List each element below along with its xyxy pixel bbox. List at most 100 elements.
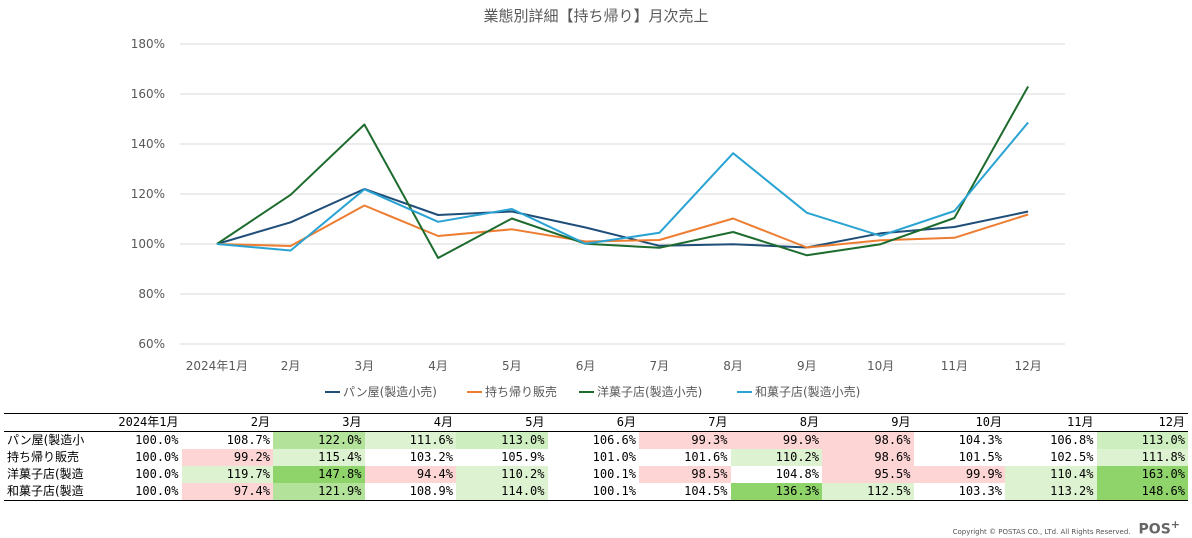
table-cell: 148.6% xyxy=(1096,483,1188,501)
copyright-text: Copyright © POSTAS CO., LTd. All Rights … xyxy=(952,527,1131,536)
table-row: 和菓子店(製造 100.0% 97.4% 121.9% 108.9% 114.0% 100.… xyxy=(4,483,1188,501)
y-tick-label: 100% xyxy=(131,237,165,251)
table-cell: 115.4% xyxy=(273,449,365,466)
table-cell: 110.2% xyxy=(456,466,548,483)
x-tick-label: 8月 xyxy=(723,359,743,373)
table-cell: 104.5% xyxy=(639,483,731,501)
table-cell: 110.2% xyxy=(730,449,822,466)
table-row: パン屋(製造小 100.0% 108.7% 122.0% 111.6% 113.0% 106… xyxy=(4,431,1188,449)
table-row-label: 持ち帰り販売 xyxy=(7,450,80,464)
table-cell: 100.0% xyxy=(90,466,182,483)
table-corner xyxy=(4,414,90,432)
table-column-header: 9月 xyxy=(891,415,911,429)
x-tick-label: 6月 xyxy=(576,359,596,373)
legend-label-4: 和菓子店(製造小売) xyxy=(755,384,860,399)
x-tick-label: 12月 xyxy=(1014,359,1041,373)
table-cell: 98.5% xyxy=(639,466,731,483)
table-cell: 102.5% xyxy=(1005,449,1097,466)
table-row-label: パン屋(製造小 xyxy=(7,433,85,447)
table-cell: 111.8% xyxy=(1096,449,1188,466)
table-cell: 103.2% xyxy=(364,449,456,466)
table-cell: 98.6% xyxy=(822,431,914,449)
table-cell: 147.8% xyxy=(273,466,365,483)
legend-label-3: 洋菓子店(製造小売) xyxy=(597,384,702,399)
legend-label-2: 持ち帰り販売 xyxy=(485,384,557,399)
y-tick-label: 80% xyxy=(138,287,165,301)
legend-label-1: パン屋(製造小売) xyxy=(343,384,437,399)
y-tick-label: 180% xyxy=(131,37,165,51)
table-column-header: 2024年1月 xyxy=(118,415,179,429)
y-tick-label: 140% xyxy=(131,137,165,151)
table-column-header: 12月 xyxy=(1158,415,1185,429)
table-header-row: 2024年1月 2月 3月 4月 5月 6月 7月 8月 9月 10月 11月 12月 xyxy=(4,413,1188,432)
table-cell: 99.9% xyxy=(913,466,1005,483)
table-column-header: 11月 xyxy=(1067,415,1094,429)
footer: Copyright © POSTAS CO., LTd. All Rights … xyxy=(953,518,1180,538)
x-tick-label: 10月 xyxy=(867,359,894,373)
table-column-header: 8月 xyxy=(799,415,819,429)
table-column-header: 7月 xyxy=(708,415,728,429)
x-tick-label: 2月 xyxy=(281,359,301,373)
table-row-label: 洋菓子店(製造 xyxy=(7,467,84,481)
line-chart: 業態別詳細【持ち帰り】月次売上 60% 80% 100% 120% 140% 160% 18… xyxy=(131,7,1065,399)
table-cell: 100.1% xyxy=(547,483,639,501)
table-cell: 100.0% xyxy=(90,431,182,449)
x-tick-label: 11月 xyxy=(941,359,968,373)
table-cell: 106.6% xyxy=(547,431,639,449)
table-cell: 113.0% xyxy=(1096,431,1188,449)
table-cell: 98.6% xyxy=(822,449,914,466)
table-column-header: 4月 xyxy=(433,415,453,429)
table-cell: 101.5% xyxy=(913,449,1005,466)
table-row: 持ち帰り販売 100.0% 99.2% 115.4% 103.2% 105.9% 101.0… xyxy=(4,449,1188,466)
table-cell: 108.9% xyxy=(364,483,456,501)
table-row: 洋菓子店(製造 100.0% 119.7% 147.8% 94.4% 110.2% 100.… xyxy=(4,466,1188,483)
postas-logo: POS+ xyxy=(1138,518,1180,538)
table-column-header: 6月 xyxy=(616,415,636,429)
x-tick-label: 3月 xyxy=(355,359,375,373)
x-tick-label: 7月 xyxy=(650,359,670,373)
table-cell: 97.4% xyxy=(181,483,273,501)
table-cell: 101.0% xyxy=(547,449,639,466)
series-line-3 xyxy=(216,86,1029,259)
table-cell: 105.9% xyxy=(456,449,548,466)
table-cell: 119.7% xyxy=(181,466,273,483)
table-cell: 94.4% xyxy=(364,466,456,483)
x-tick-label: 2024年1月 xyxy=(186,359,248,373)
table-cell: 100.1% xyxy=(547,466,639,483)
series-line-4 xyxy=(216,121,1029,252)
table-cell: 95.5% xyxy=(822,466,914,483)
table-cell: 99.3% xyxy=(639,431,731,449)
table-cell: 114.0% xyxy=(456,483,548,501)
table-cell: 110.4% xyxy=(1005,466,1097,483)
table-cell: 103.3% xyxy=(913,483,1005,501)
table-column-header: 3月 xyxy=(342,415,362,429)
table-cell: 113.2% xyxy=(1005,483,1097,501)
x-tick-label: 4月 xyxy=(428,359,448,373)
x-tick-label: 5月 xyxy=(502,359,522,373)
table-cell: 101.6% xyxy=(639,449,731,466)
table-column-header: 2月 xyxy=(250,415,270,429)
table-cell: 106.8% xyxy=(1005,431,1097,449)
y-tick-label: 60% xyxy=(138,337,165,351)
table-column-header: 5月 xyxy=(525,415,545,429)
table-cell: 163.0% xyxy=(1096,466,1188,483)
table-cell: 108.7% xyxy=(181,431,273,449)
table-cell: 104.3% xyxy=(913,431,1005,449)
table-cell: 100.0% xyxy=(90,483,182,501)
table-cell: 99.2% xyxy=(181,449,273,466)
table-cell: 99.9% xyxy=(730,431,822,449)
x-tick-label: 9月 xyxy=(797,359,817,373)
table-row-label: 和菓子店(製造 xyxy=(7,484,84,498)
table-cell: 121.9% xyxy=(273,483,365,501)
table-cell: 111.6% xyxy=(364,431,456,449)
table-cell: 113.0% xyxy=(456,431,548,449)
table-cell: 136.3% xyxy=(730,483,822,501)
y-tick-label: 120% xyxy=(131,187,165,201)
y-tick-label: 160% xyxy=(131,87,165,101)
table-column-header: 10月 xyxy=(975,415,1002,429)
chart-title: 業態別詳細【持ち帰り】月次売上 xyxy=(483,7,708,25)
table-cell: 100.0% xyxy=(90,449,182,466)
data-table: 2024年1月 2月 3月 4月 5月 6月 7月 8月 9月 10月 11月 12月 パン屋(製造小… xyxy=(4,413,1188,501)
table-cell: 122.0% xyxy=(273,431,365,449)
table-cell: 112.5% xyxy=(822,483,914,501)
